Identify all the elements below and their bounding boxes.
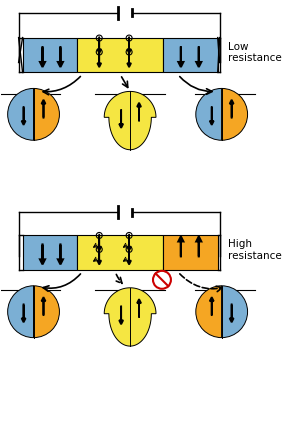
FancyArrow shape bbox=[230, 305, 234, 322]
FancyArrow shape bbox=[22, 305, 26, 322]
FancyArrow shape bbox=[210, 107, 214, 125]
FancyArrow shape bbox=[127, 51, 131, 67]
Bar bbox=[77, 235, 163, 270]
Wedge shape bbox=[8, 286, 34, 338]
Bar bbox=[23, 38, 77, 72]
Wedge shape bbox=[196, 88, 222, 140]
FancyArrow shape bbox=[42, 100, 46, 118]
Wedge shape bbox=[34, 88, 59, 140]
Wedge shape bbox=[8, 88, 34, 140]
Bar bbox=[163, 38, 218, 72]
FancyArrow shape bbox=[196, 236, 201, 256]
Polygon shape bbox=[104, 91, 156, 150]
FancyArrow shape bbox=[137, 103, 141, 121]
Text: Low
resistance: Low resistance bbox=[228, 42, 282, 63]
FancyArrow shape bbox=[97, 37, 101, 53]
FancyArrow shape bbox=[22, 107, 26, 125]
FancyArrow shape bbox=[210, 297, 214, 315]
FancyArrow shape bbox=[40, 47, 45, 67]
FancyArrow shape bbox=[119, 306, 123, 324]
Polygon shape bbox=[104, 288, 156, 346]
FancyArrow shape bbox=[42, 297, 46, 315]
Wedge shape bbox=[222, 88, 248, 140]
FancyArrow shape bbox=[178, 47, 183, 67]
FancyArrow shape bbox=[127, 248, 131, 265]
Bar bbox=[163, 235, 218, 270]
Wedge shape bbox=[222, 286, 248, 338]
Bar bbox=[23, 235, 77, 270]
FancyArrow shape bbox=[127, 37, 131, 53]
FancyArrow shape bbox=[137, 299, 141, 317]
FancyArrow shape bbox=[230, 100, 234, 118]
FancyArrow shape bbox=[40, 244, 45, 264]
FancyArrow shape bbox=[196, 47, 201, 67]
Wedge shape bbox=[196, 286, 222, 338]
FancyArrow shape bbox=[178, 236, 183, 256]
FancyArrow shape bbox=[58, 47, 63, 67]
FancyArrow shape bbox=[127, 235, 131, 251]
FancyArrow shape bbox=[119, 110, 123, 128]
Wedge shape bbox=[34, 286, 59, 338]
Bar bbox=[77, 38, 163, 72]
FancyArrow shape bbox=[97, 235, 101, 251]
Text: High
resistance: High resistance bbox=[228, 239, 282, 261]
FancyArrow shape bbox=[58, 244, 63, 264]
FancyArrow shape bbox=[97, 248, 101, 265]
FancyArrow shape bbox=[97, 51, 101, 67]
